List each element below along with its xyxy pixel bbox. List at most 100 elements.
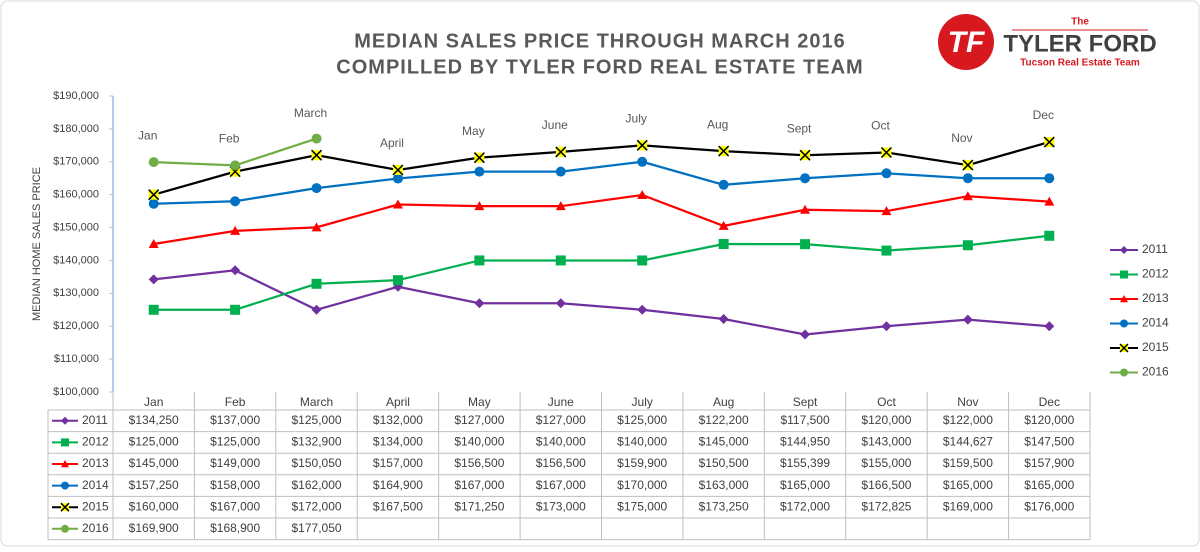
legend-label: 2014: [1142, 316, 1169, 330]
table-row-label: 2011: [82, 413, 108, 427]
marker: [392, 173, 403, 184]
table-header: March: [300, 395, 333, 409]
marker: [800, 239, 811, 250]
table-cell: $147,500: [1024, 435, 1074, 449]
marker: [1120, 270, 1128, 279]
table-header: Nov: [957, 395, 978, 409]
marker: [1044, 230, 1055, 241]
marker: [637, 255, 648, 266]
table-header: Jan: [144, 395, 163, 409]
marker: [311, 304, 322, 315]
marker: [311, 183, 322, 194]
marker: [636, 139, 648, 151]
marker-cross: [392, 164, 404, 176]
marker-cross: [1043, 136, 1055, 148]
month-annotation: Sept: [787, 121, 812, 135]
table-header: June: [548, 395, 574, 409]
series-line: [153, 140, 1050, 196]
table-cell: $165,000: [1024, 478, 1074, 492]
legend-label: 2011: [1142, 242, 1168, 256]
marker: [881, 206, 892, 216]
table-cell: $156,500: [454, 456, 504, 470]
marker: [555, 146, 567, 158]
table-cell: $132,000: [373, 413, 423, 427]
y-tick-label: $170,000: [53, 156, 99, 168]
y-tick-label: $150,000: [53, 221, 99, 233]
marker: [61, 438, 69, 447]
month-annotation: Aug: [707, 117, 728, 131]
marker-cross: [718, 145, 730, 157]
table-cell: $150,050: [292, 456, 342, 470]
marker: [1120, 295, 1128, 303]
table-cell: $159,900: [617, 456, 667, 470]
chart-subtitle: COMPILLED BY TYLER FORD REAL ESTATE TEAM: [336, 56, 863, 78]
marker: [881, 168, 892, 179]
marker: [880, 146, 892, 159]
marker: [148, 274, 159, 285]
marker: [1120, 319, 1128, 328]
legend-label: 2016: [1142, 365, 1169, 379]
table-row-label: 2012: [82, 435, 109, 449]
marker: [637, 156, 648, 167]
table-cell: $157,250: [129, 478, 179, 492]
table-cell: $167,000: [454, 478, 504, 492]
table-header: Feb: [225, 395, 246, 409]
table-cell: $173,250: [699, 499, 749, 513]
table-cell: $165,000: [943, 478, 993, 492]
series-line: [153, 234, 1050, 311]
month-annotation: Feb: [219, 132, 240, 146]
month-annotation: July: [626, 112, 647, 126]
month-annotation: June: [542, 118, 568, 132]
logo: TF The TYLER FORD Tucson Real Estate Tea…: [938, 14, 1157, 70]
marker: [474, 298, 485, 309]
marker: [148, 157, 159, 168]
table-cell: $127,000: [454, 413, 504, 427]
marker-cross: [148, 189, 160, 201]
table-header: July: [632, 395, 653, 409]
table-cell: $140,000: [536, 435, 586, 449]
month-annotation: March: [294, 106, 327, 120]
marker: [148, 189, 160, 201]
table-header: Sept: [793, 395, 818, 409]
chart-title: MEDIAN SALES PRICE THROUGH MARCH 2016: [354, 30, 846, 52]
marker: [1044, 196, 1055, 206]
table-cell: $159,500: [943, 456, 993, 470]
table-cell: $160,000: [129, 499, 179, 513]
marker: [148, 198, 159, 209]
marker: [962, 314, 973, 325]
table-cell: $171,250: [454, 499, 504, 513]
marker: [60, 502, 70, 512]
table-cell: $149,000: [210, 456, 260, 470]
marker: [555, 298, 566, 309]
logo-name: TYLER FORD: [1003, 30, 1156, 57]
table-row-label: 2015: [82, 499, 109, 513]
y-tick-label: $110,000: [54, 353, 99, 365]
table-cell: $132,900: [292, 435, 342, 449]
marker: [881, 321, 892, 332]
marker: [474, 255, 485, 266]
table-cell: $155,399: [780, 456, 830, 470]
month-annotation: Dec: [1033, 108, 1054, 122]
series-line: [153, 193, 1050, 246]
table-cell: $169,900: [129, 521, 179, 535]
table-cell: $140,000: [617, 435, 667, 449]
marker-cross: [60, 502, 70, 512]
y-tick-label: $190,000: [53, 90, 99, 102]
marker-cross: [962, 159, 974, 171]
marker-cross: [311, 149, 323, 161]
series-line: [153, 160, 1050, 205]
table-cell: $167,000: [210, 499, 260, 513]
marker: [1120, 368, 1128, 377]
marker: [61, 524, 69, 533]
month-annotation: April: [380, 136, 404, 150]
table-cell: $134,250: [129, 413, 179, 427]
table-cell: $167,000: [536, 478, 586, 492]
table-cell: $167,500: [373, 499, 423, 513]
legend-label: 2013: [1142, 291, 1169, 305]
table-cell: $162,000: [292, 478, 342, 492]
table-cell: $168,900: [210, 521, 260, 535]
marker: [637, 189, 648, 199]
legend-label: 2012: [1142, 267, 1169, 281]
marker-cross: [555, 146, 567, 158]
